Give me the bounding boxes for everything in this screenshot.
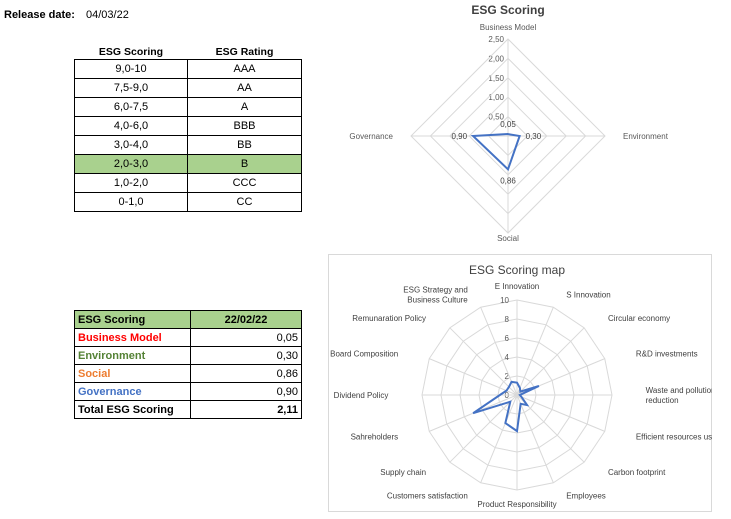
category-label: R&D investments (636, 349, 698, 358)
category-label: Product Responsibility (477, 500, 556, 509)
category-label: Sahreholders (351, 433, 399, 442)
rating-range: 1,0-2,0 (74, 173, 188, 193)
esg-scoring-radar-chart: ESG Scoring 0,50 1,00 1,50 2,00 2,50 Business … (349, 3, 669, 243)
tick-label: 2,50 (488, 35, 504, 44)
rating-range: 7,5-9,0 (74, 78, 188, 98)
axis-spoke (449, 327, 518, 396)
category-label: Carbon footprint (608, 468, 666, 477)
category-label: Board Composition (330, 349, 398, 358)
tick-label: 1,50 (488, 74, 504, 83)
score-total-label: Total ESG Scoring (74, 400, 191, 419)
rating-grade: CC (187, 192, 302, 212)
score-label-social: Social (74, 364, 191, 383)
tick-label: 2 (505, 372, 510, 381)
category-label: Waste and pollution reduction (646, 386, 712, 405)
rating-grade: AA (187, 78, 302, 98)
table-row: 4,0-6,0 BBB (74, 116, 302, 136)
rating-range: 4,0-6,0 (74, 116, 188, 136)
table-row: Social 0,86 (74, 364, 302, 383)
table-row: Environment 0,30 (74, 346, 302, 365)
score-label-governance: Governance (74, 382, 191, 401)
rating-grade: CCC (187, 173, 302, 193)
axis-spoke (516, 307, 554, 396)
score-header-label: ESG Scoring (74, 310, 191, 329)
score-label-environment: Environment (74, 346, 191, 365)
data-label: 0,30 (526, 132, 542, 141)
score-value: 0,86 (190, 364, 302, 383)
axis-spoke (516, 394, 554, 483)
esg-rating-table: ESG Scoring ESG Rating 9,0-10 AAA 7,5-9,0… (74, 45, 302, 212)
score-value: 0,90 (190, 382, 302, 401)
release-date: Release date: 04/03/22 (4, 9, 129, 21)
axis-spoke (429, 358, 518, 396)
table-row-total: Total ESG Scoring 2,11 (74, 400, 302, 419)
table-row: Business Model 0,05 (74, 328, 302, 347)
rating-grade: A (187, 97, 302, 117)
table-row: 0-1,0 CC (74, 192, 302, 212)
tick-label: 1,00 (488, 93, 504, 102)
rating-range: 2,0-3,0 (74, 154, 188, 174)
table-row: 1,0-2,0 CCC (74, 173, 302, 193)
rating-range: 9,0-10 (74, 59, 188, 79)
series-line (470, 133, 521, 172)
category-label: E Innovation (495, 282, 539, 291)
tick-label: 10 (500, 296, 509, 305)
tick-label: 4 (505, 353, 510, 362)
axis-spoke (480, 394, 518, 483)
rating-range: 3,0-4,0 (74, 135, 188, 155)
tick-label: 2,00 (488, 54, 504, 63)
tick-label: 6 (505, 334, 510, 343)
category-label: Environment (623, 132, 669, 141)
rating-grade: BB (187, 135, 302, 155)
category-label: Supply chain (380, 468, 426, 477)
chart-title: ESG Scoring map (469, 263, 565, 277)
rating-range: 0-1,0 (74, 192, 188, 212)
category-label: Dividend Policy (334, 391, 389, 400)
release-date-value: 04/03/22 (86, 9, 129, 21)
esg-score-table: ESG Scoring 22/02/22 Business Model 0,05… (74, 310, 302, 419)
data-label: 0,86 (500, 176, 516, 185)
rating-range: 6,0-7,5 (74, 97, 188, 117)
rating-header-rating: ESG Rating (215, 46, 274, 58)
rating-header-scoring: ESG Scoring (98, 46, 164, 58)
category-label: Business Model (480, 23, 537, 32)
table-row: Governance 0,90 (74, 382, 302, 401)
table-row: 6,0-7,5 A (74, 97, 302, 117)
table-row: 7,5-9,0 AA (74, 78, 302, 98)
chart-title: ESG Scoring (471, 3, 544, 17)
score-header-date: 22/02/22 (190, 310, 302, 329)
axis-spoke (516, 327, 585, 396)
table-row-highlighted: 2,0-3,0 B (74, 154, 302, 174)
series-line (472, 380, 540, 433)
chart-frame (328, 254, 712, 512)
score-total-value: 2,11 (190, 400, 302, 419)
axis-spoke (480, 307, 518, 396)
data-label: 0,90 (452, 132, 468, 141)
score-value: 0,30 (190, 346, 302, 365)
category-label: Circular economy (608, 314, 670, 323)
data-label: 0,05 (500, 120, 516, 129)
category-label: Customers satisfaction (387, 492, 468, 501)
rating-grade: B (187, 154, 302, 174)
rating-grade: BBB (187, 116, 302, 136)
axis-spoke (449, 394, 518, 463)
category-label: Remunaration Policy (352, 314, 426, 323)
category-label: ESG Strategy and Business Culture (403, 285, 468, 304)
table-row: 3,0-4,0 BB (74, 135, 302, 155)
category-label: Efficient resources use (636, 433, 712, 442)
tick-label: 0,50 (488, 113, 504, 122)
release-date-label: Release date: (4, 9, 75, 21)
category-label: Social (497, 234, 519, 243)
score-header-row: ESG Scoring 22/02/22 (74, 310, 302, 329)
tick-label: 8 (505, 315, 510, 324)
axis-spoke (516, 394, 605, 432)
category-label: Employees (566, 492, 606, 501)
score-value: 0,05 (190, 328, 302, 347)
category-label: Governance (349, 132, 393, 141)
table-row: 9,0-10 AAA (74, 59, 302, 79)
rating-grade: AAA (187, 59, 302, 79)
score-label-business-model: Business Model (74, 328, 191, 347)
category-label: S Innovation (566, 290, 610, 299)
